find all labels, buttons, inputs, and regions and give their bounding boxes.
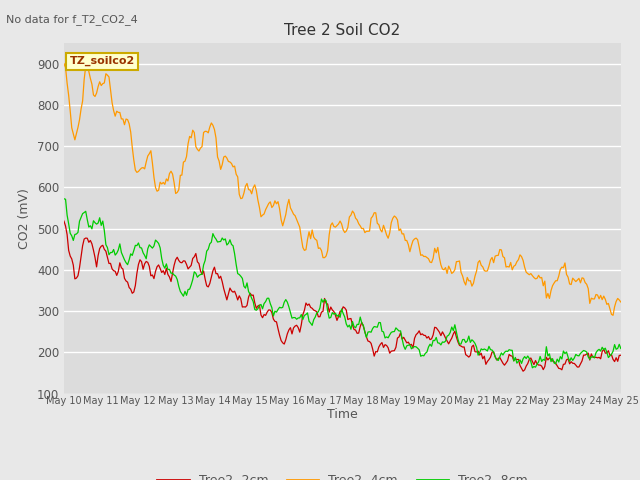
- Text: No data for f_T2_CO2_4: No data for f_T2_CO2_4: [6, 14, 138, 25]
- Text: TZ_soilco2: TZ_soilco2: [70, 56, 135, 67]
- Legend: Tree2 -2cm, Tree2 -4cm, Tree2 -8cm: Tree2 -2cm, Tree2 -4cm, Tree2 -8cm: [152, 469, 532, 480]
- Title: Tree 2 Soil CO2: Tree 2 Soil CO2: [284, 23, 401, 38]
- Y-axis label: CO2 (mV): CO2 (mV): [19, 188, 31, 249]
- X-axis label: Time: Time: [327, 408, 358, 421]
